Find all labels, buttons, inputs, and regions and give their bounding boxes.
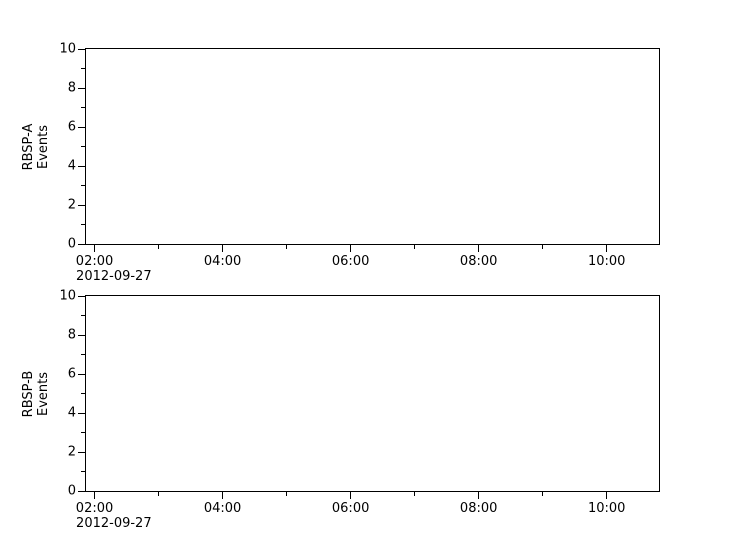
- y-axis-tick-label: 2: [67, 197, 76, 213]
- y-axis-major-tick: [78, 87, 85, 89]
- x-axis-tick-label: 06:00: [331, 501, 370, 516]
- y-axis-tick-label: 0: [67, 236, 76, 252]
- x-axis-major-tick: [478, 492, 480, 499]
- x-axis-major-tick: [94, 245, 96, 252]
- x-axis-tick-label: 06:00: [331, 254, 370, 269]
- x-axis-major-tick: [222, 492, 224, 499]
- x-axis-tick-label: 08:00: [459, 254, 498, 269]
- x-axis-tick-label: 04:00: [203, 254, 242, 269]
- y-axis-major-tick: [78, 334, 85, 336]
- x-axis-minor-tick: [286, 492, 288, 496]
- x-axis-minor-tick: [542, 492, 544, 496]
- x-axis-major-tick: [478, 245, 480, 252]
- y-axis-tick-label: 0: [67, 483, 76, 499]
- y-axis-tick-label: 6: [67, 366, 76, 382]
- x-axis-tick-label: 02:00: [75, 254, 114, 269]
- x-axis-major-tick: [350, 245, 352, 252]
- x-axis-tick-label: 10:00: [587, 501, 626, 516]
- y-axis-minor-tick: [81, 185, 85, 186]
- x-axis-minor-tick: [414, 245, 416, 249]
- y-axis-minor-tick: [81, 146, 85, 147]
- x-axis-date-label: 2012-09-27: [76, 269, 152, 284]
- y-axis-tick-label: 8: [67, 327, 76, 343]
- y-axis-minor-tick: [81, 315, 85, 316]
- y-axis-minor-tick: [81, 393, 85, 394]
- plot-rbsp-b: RBSP-B Events 0 2 4 6 8 10 02:00 04:00 06:00 08:0…: [21, 289, 660, 531]
- y-axis-minor-tick: [81, 354, 85, 355]
- y-axis-tick-label: 10: [59, 288, 76, 304]
- y-axis-minor-tick: [81, 224, 85, 225]
- y-axis-label-line-2: Events: [36, 371, 51, 416]
- y-axis-minor-tick: [81, 107, 85, 108]
- x-axis-minor-tick: [158, 492, 160, 496]
- y-axis-tick-label: 10: [59, 41, 76, 57]
- y-axis-label-line-1: RBSP-A: [21, 123, 36, 170]
- x-axis-major-tick: [606, 245, 608, 252]
- y-axis-tick-label: 4: [67, 158, 76, 174]
- y-axis-label-line-1: RBSP-B: [21, 370, 36, 417]
- y-axis-major-tick: [78, 165, 85, 167]
- x-axis-tick-label: 10:00: [587, 254, 626, 269]
- y-axis-minor-tick: [81, 68, 85, 69]
- y-axis-major-tick: [78, 204, 85, 206]
- y-axis-major-tick: [78, 451, 85, 453]
- x-axis-major-tick: [350, 492, 352, 499]
- y-axis-label-rbsp-a: RBSP-A Events: [21, 123, 51, 170]
- x-axis-date-label: 2012-09-27: [76, 516, 152, 531]
- y-axis-major-tick: [78, 412, 85, 414]
- y-axis-major-tick: [78, 126, 85, 128]
- x-axis-tick-label: 02:00: [75, 501, 114, 516]
- y-axis-tick-label: 6: [67, 119, 76, 135]
- x-axis-tick-label: 08:00: [459, 501, 498, 516]
- plot-rbsp-a: RBSP-A Events 0 2 4 6 8 10 02:00 04:00 06:00 08:0…: [21, 42, 660, 284]
- y-axis-major-tick: [78, 373, 85, 375]
- y-axis-tick-label: 4: [67, 405, 76, 421]
- x-axis-tick-label: 04:00: [203, 501, 242, 516]
- y-axis-label-rbsp-b: RBSP-B Events: [21, 370, 51, 417]
- x-axis-minor-tick: [542, 245, 544, 249]
- x-axis-major-tick: [222, 245, 224, 252]
- x-axis-major-tick: [606, 492, 608, 499]
- y-axis-label-line-2: Events: [36, 124, 51, 169]
- y-axis-major-tick: [78, 243, 85, 245]
- y-axis-tick-label: 2: [67, 444, 76, 460]
- y-axis-major-tick: [78, 48, 85, 50]
- x-axis-minor-tick: [414, 492, 416, 496]
- y-axis-major-tick: [78, 490, 85, 492]
- x-axis-minor-tick: [286, 245, 288, 249]
- x-axis-major-tick: [94, 492, 96, 499]
- y-axis-tick-label: 8: [67, 80, 76, 96]
- x-axis-minor-tick: [158, 245, 160, 249]
- y-axis-minor-tick: [81, 432, 85, 433]
- y-axis-major-tick: [78, 295, 85, 297]
- y-axis-minor-tick: [81, 471, 85, 472]
